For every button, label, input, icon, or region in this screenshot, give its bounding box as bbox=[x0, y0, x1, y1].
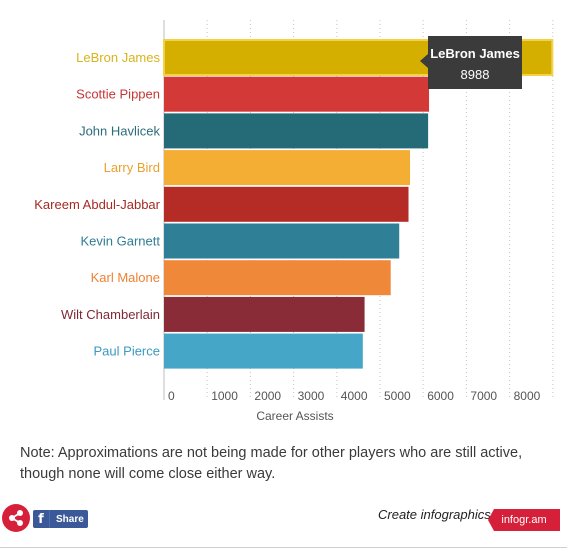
bar[interactable] bbox=[164, 113, 429, 149]
x-tick-label: 7000 bbox=[470, 389, 497, 403]
bar[interactable] bbox=[164, 186, 409, 222]
x-tick-label: 2000 bbox=[254, 389, 281, 403]
x-tick-label: 8000 bbox=[514, 389, 541, 403]
category-label: Kevin Garnett bbox=[81, 234, 161, 249]
x-tick-label: 1000 bbox=[211, 389, 238, 403]
tooltip: LeBron James 8988 bbox=[420, 36, 522, 89]
bar[interactable] bbox=[164, 223, 400, 259]
facebook-icon: f bbox=[33, 510, 50, 528]
bar[interactable] bbox=[164, 296, 365, 332]
infogram-brand-link[interactable]: infogr.am bbox=[488, 509, 560, 531]
share-button[interactable] bbox=[2, 504, 30, 532]
category-label: Kareem Abdul-Jabbar bbox=[34, 197, 160, 212]
category-label: John Havlicek bbox=[79, 123, 160, 138]
tooltip-value: 8988 bbox=[461, 67, 490, 82]
facebook-share-label: Share bbox=[56, 513, 84, 525]
category-label: Karl Malone bbox=[91, 270, 160, 285]
x-tick-label: 0 bbox=[168, 389, 175, 403]
category-label: Larry Bird bbox=[104, 160, 160, 175]
bar[interactable] bbox=[164, 260, 391, 296]
bar[interactable] bbox=[164, 333, 363, 369]
bar[interactable] bbox=[164, 150, 411, 186]
x-tick-label: 5000 bbox=[384, 389, 411, 403]
x-tick-label: 3000 bbox=[298, 389, 325, 403]
x-axis: 0 1000 2000 3000 4000 5000 6000 7000 8000 bbox=[168, 389, 541, 403]
tooltip-arrow bbox=[420, 54, 428, 68]
share-icon bbox=[9, 510, 23, 526]
category-label: Scottie Pippen bbox=[76, 87, 160, 102]
bar-chart: LeBron James Scottie Pippen John Havlicek L… bbox=[34, 20, 554, 423]
bar[interactable] bbox=[164, 76, 430, 112]
bar-highlight bbox=[163, 39, 554, 76]
category-label: Paul Pierce bbox=[94, 344, 160, 359]
category-labels: LeBron James Scottie Pippen John Havlicek L… bbox=[34, 50, 160, 359]
x-tick-label: 4000 bbox=[341, 389, 368, 403]
brand-label: infogr.am bbox=[501, 514, 547, 526]
tooltip-box bbox=[428, 36, 522, 89]
category-label: Wilt Chamberlain bbox=[61, 307, 160, 322]
note-text: Note: Approximations are not being made … bbox=[20, 445, 523, 482]
x-tick-label: 6000 bbox=[427, 389, 454, 403]
facebook-share-button[interactable]: f Share bbox=[33, 510, 88, 528]
category-label: LeBron James bbox=[76, 50, 160, 65]
footer-divider bbox=[0, 547, 567, 548]
bars bbox=[163, 39, 554, 369]
tooltip-name: LeBron James bbox=[430, 46, 520, 61]
x-axis-title: Career Assists bbox=[256, 409, 333, 423]
create-infographics-link[interactable]: Create infographics bbox=[378, 507, 491, 522]
